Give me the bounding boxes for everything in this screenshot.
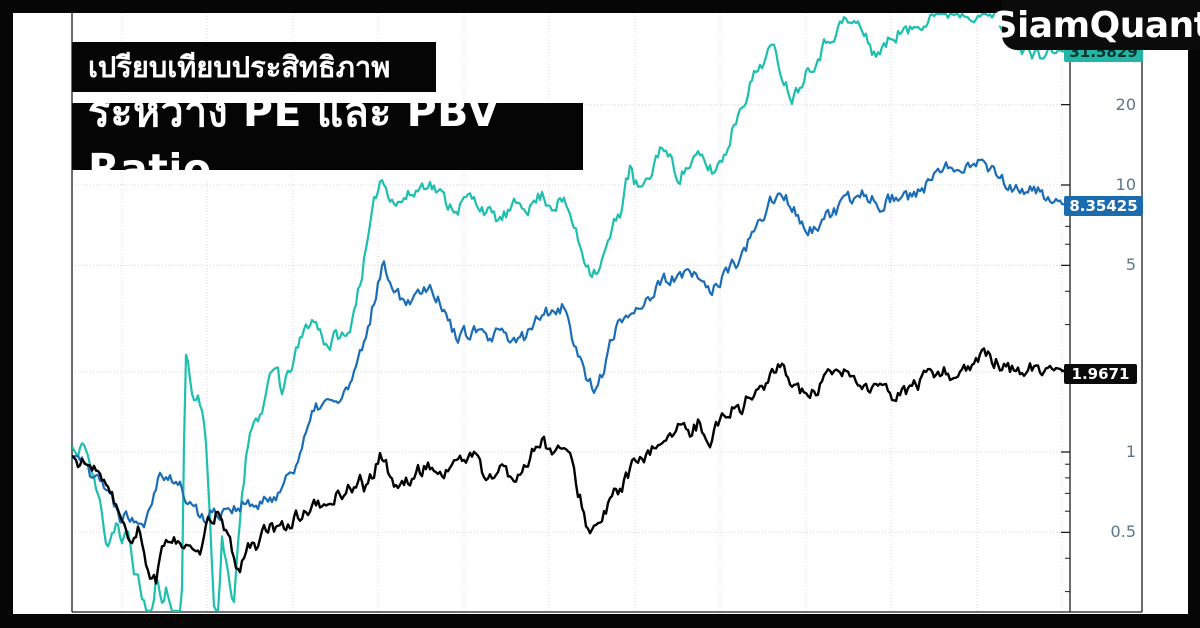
y-tick-label-1: 1 [1125,442,1136,461]
title-banner-line1: เปรียบเทียบประสิทธิภาพ [72,42,436,92]
title-text-line1: เปรียบเทียบประสิทธิภาพ [88,50,391,84]
series-blue-value-tag: 8.35425 [1064,195,1143,216]
y-tick-label-0.5: 0.5 [1110,522,1136,542]
title-banner-line2: ระหว่าง PE และ PBV Ratio [72,88,583,193]
y-tick-label-5: 5 [1125,255,1136,275]
title-text-line2: ระหว่าง PE และ PBV Ratio [88,88,500,193]
series-black-value-tag: 1.9671 [1064,363,1137,384]
siamquant-logo: SiamQuant [992,0,1200,50]
series-black-line [72,347,1070,585]
series-blue-line [72,158,1070,529]
y-tick-label-10: 10 [1115,175,1136,194]
y-tick-label-20: 20 [1115,94,1136,114]
logo-text: SiamQuant [991,4,1200,46]
series-teal-line [72,13,1070,612]
